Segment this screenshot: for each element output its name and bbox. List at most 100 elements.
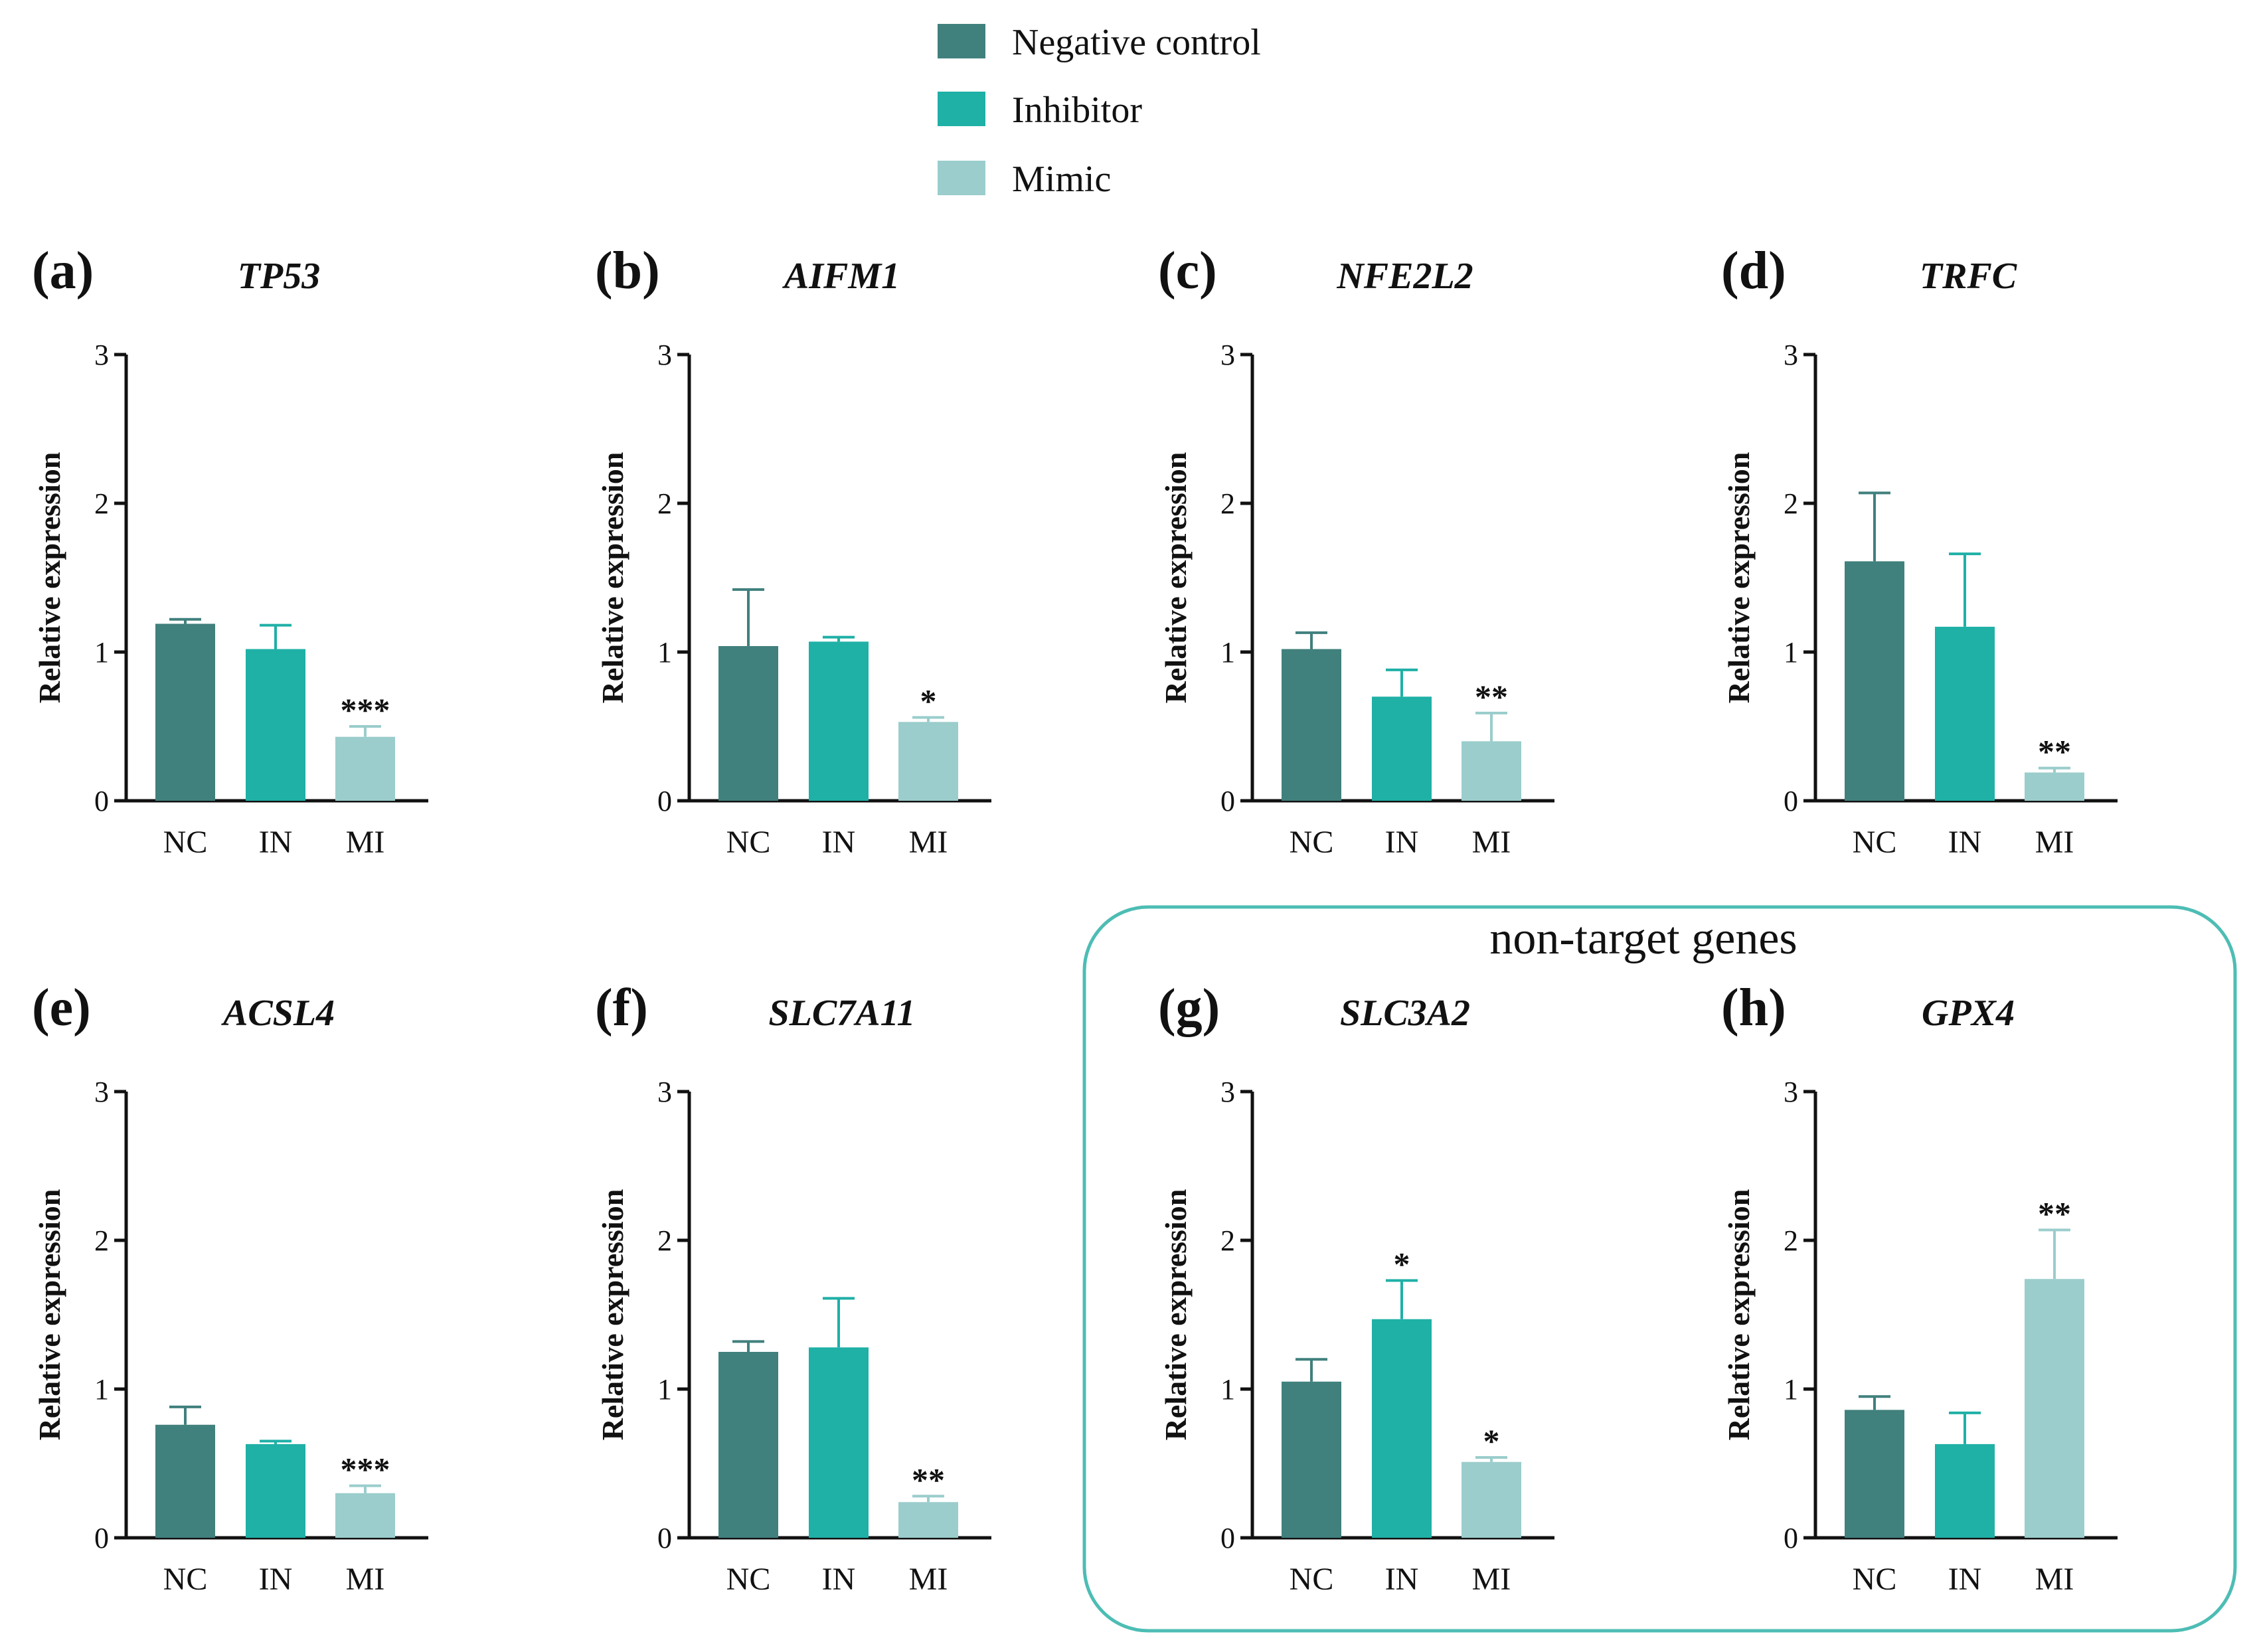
bar-in: [1372, 1319, 1432, 1538]
x-tick-label: IN: [259, 1562, 293, 1597]
bar-mi: [1462, 1461, 1521, 1538]
panel-letter: (c): [1158, 242, 1217, 300]
x-tick-label: IN: [259, 825, 293, 860]
y-tick-label: 1: [657, 1373, 672, 1406]
x-tick-label: IN: [1948, 825, 1982, 860]
y-tick-label: 0: [1220, 785, 1235, 817]
x-tick-label: IN: [1385, 825, 1419, 860]
gene-title: SLC3A2: [1340, 993, 1470, 1034]
panel-letter: (f): [595, 979, 648, 1037]
bar-in: [809, 641, 869, 801]
significance-label: **: [1475, 678, 1508, 715]
y-tick-label: 0: [1220, 1522, 1235, 1554]
y-tick-label: 2: [1784, 1224, 1798, 1257]
bar-nc: [1282, 649, 1341, 801]
chart-panel-slc7a11: (f) SLC7A11 0 1 2 3 Relative expression NC IN MI *…: [595, 979, 991, 1597]
legend-swatch-mimic: [938, 161, 985, 195]
y-axis-label: Relative expression: [1159, 452, 1193, 704]
chart-panel-trfc: (d) TRFC 0 1 2 3 Relative expression NC IN MI **: [1721, 242, 2118, 860]
panel-letter: (e): [32, 979, 91, 1037]
y-tick-label: 0: [94, 785, 109, 817]
bar-in: [246, 649, 305, 801]
x-tick-label: NC: [1853, 1562, 1897, 1597]
y-tick-label: 2: [657, 1224, 672, 1257]
y-tick-label: 1: [657, 636, 672, 669]
chart-panel-slc3a2: (g) SLC3A2 0 1 2 3 Relative expression NC IN * MI *: [1158, 979, 1554, 1597]
bar-in: [809, 1347, 869, 1538]
x-tick-label: MI: [346, 825, 385, 860]
y-tick-label: 2: [1220, 1224, 1235, 1257]
y-axis-label: Relative expression: [1722, 452, 1756, 704]
chart-panel-nfe2l2: (c) NFE2L2 0 1 2 3 Relative expression NC IN MI **: [1158, 242, 1554, 860]
bar-nc: [718, 646, 778, 801]
bar-nc: [1845, 561, 1904, 801]
y-tick-label: 2: [1784, 487, 1798, 520]
significance-label: *: [920, 683, 937, 720]
panel-letter: (d): [1721, 242, 1786, 300]
x-tick-label: IN: [1948, 1562, 1982, 1597]
x-tick-label: NC: [1290, 825, 1334, 860]
x-tick-label: NC: [1853, 825, 1897, 860]
y-tick-label: 0: [94, 1522, 109, 1554]
bar-nc: [155, 1424, 215, 1538]
y-tick-label: 3: [1220, 1076, 1235, 1108]
legend-swatch-inhibitor: [938, 92, 985, 126]
y-tick-label: 3: [657, 1076, 672, 1108]
y-tick-label: 2: [657, 487, 672, 520]
gene-title: TP53: [238, 256, 320, 297]
non-target-region-label: non-target genes: [1489, 913, 1797, 964]
y-tick-label: 1: [1220, 1373, 1235, 1406]
bar-mi: [898, 1502, 958, 1538]
y-tick-label: 1: [1220, 636, 1235, 669]
legend-label-inhibitor: Inhibitor: [1012, 90, 1142, 131]
y-tick-label: 3: [1220, 339, 1235, 371]
chart-panel-tp53: (a) TP53 0 1 2 3 Relative expression NC IN MI ***: [32, 242, 428, 860]
x-tick-label: MI: [2035, 825, 2074, 860]
y-axis-label: Relative expression: [1722, 1189, 1756, 1441]
bar-mi: [335, 1493, 395, 1538]
y-tick-label: 1: [1784, 636, 1798, 669]
y-tick-label: 3: [657, 339, 672, 371]
panel-letter: (g): [1158, 979, 1220, 1037]
gene-title: GPX4: [1922, 993, 2015, 1034]
panel-letter: (h): [1721, 979, 1786, 1037]
y-tick-label: 0: [1784, 785, 1798, 817]
y-axis-label: Relative expression: [1159, 1189, 1193, 1441]
legend-item-negative-control: Negative control: [938, 22, 1261, 63]
x-tick-label: IN: [1385, 1562, 1419, 1597]
bar-mi: [898, 722, 958, 801]
bar-in: [246, 1444, 305, 1538]
gene-title: AIFM1: [782, 256, 900, 297]
x-tick-label: MI: [1472, 825, 1511, 860]
bar-mi: [2025, 772, 2084, 801]
significance-label: **: [2038, 733, 2071, 770]
panel-letter: (b): [595, 242, 660, 300]
x-tick-label: MI: [2035, 1562, 2074, 1597]
y-tick-label: 1: [94, 636, 109, 669]
bar-nc: [155, 623, 215, 801]
significance-label: ***: [341, 1451, 390, 1488]
x-tick-label: MI: [909, 1562, 948, 1597]
bar-in: [1372, 697, 1432, 801]
bar-mi: [1462, 741, 1521, 801]
x-tick-label: MI: [909, 825, 948, 860]
significance-label: *: [1394, 1245, 1410, 1282]
y-axis-label: Relative expression: [33, 1189, 66, 1441]
x-tick-label: NC: [163, 825, 208, 860]
non-target-region-border: [1082, 905, 2237, 1633]
non-target-region: non-target genes: [1082, 905, 2237, 1633]
legend: Negative control Inhibitor Mimic: [938, 22, 1261, 200]
y-tick-label: 0: [1784, 1522, 1798, 1554]
y-tick-label: 3: [1784, 339, 1798, 371]
y-tick-label: 3: [94, 1076, 109, 1108]
legend-label-negative-control: Negative control: [1012, 22, 1261, 63]
y-tick-label: 0: [657, 1522, 672, 1554]
y-axis-label: Relative expression: [33, 452, 66, 704]
significance-label: ***: [341, 691, 390, 728]
chart-panel-acsl4: (e) ACSL4 0 1 2 3 Relative expression NC IN MI ***: [32, 979, 428, 1597]
x-tick-label: MI: [1472, 1562, 1511, 1597]
y-tick-label: 2: [94, 1224, 109, 1257]
gene-title: SLC7A11: [769, 993, 916, 1034]
